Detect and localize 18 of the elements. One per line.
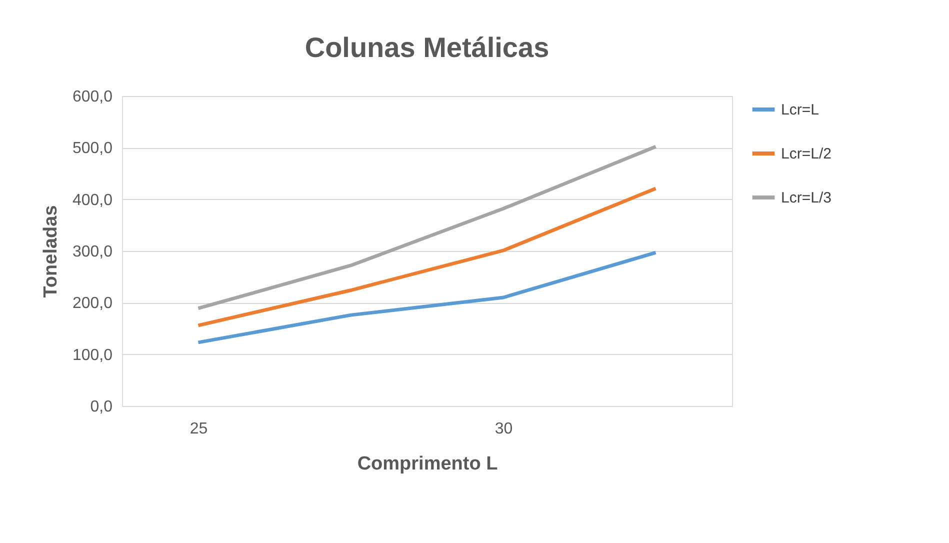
y-tick-label: 300,0 [72,244,113,260]
legend-label: Lcr=L/2 [781,146,832,162]
x-tick-label: 25 [190,420,208,438]
y-tick-label: 500,0 [72,140,113,158]
x-tick-label: 30 [494,420,513,438]
line-series [196,250,658,344]
y-tick-label: 600,0 [72,88,113,106]
y-tick-label: 200,0 [72,295,113,312]
line-series [196,144,658,310]
chart-title: Colunas Metálicas [304,32,550,63]
legend-label: Lcr=L/3 [781,190,832,206]
y-tick-label: 400,0 [72,192,113,209]
y-axis-title: Toneladas [40,205,62,298]
y-tick-label: 0,0 [90,398,113,416]
legend-label: Lcr=L [781,102,819,118]
line-series [196,186,658,328]
x-axis-title: Comprimento L [357,454,498,474]
y-tick-label: 100,0 [72,346,113,364]
